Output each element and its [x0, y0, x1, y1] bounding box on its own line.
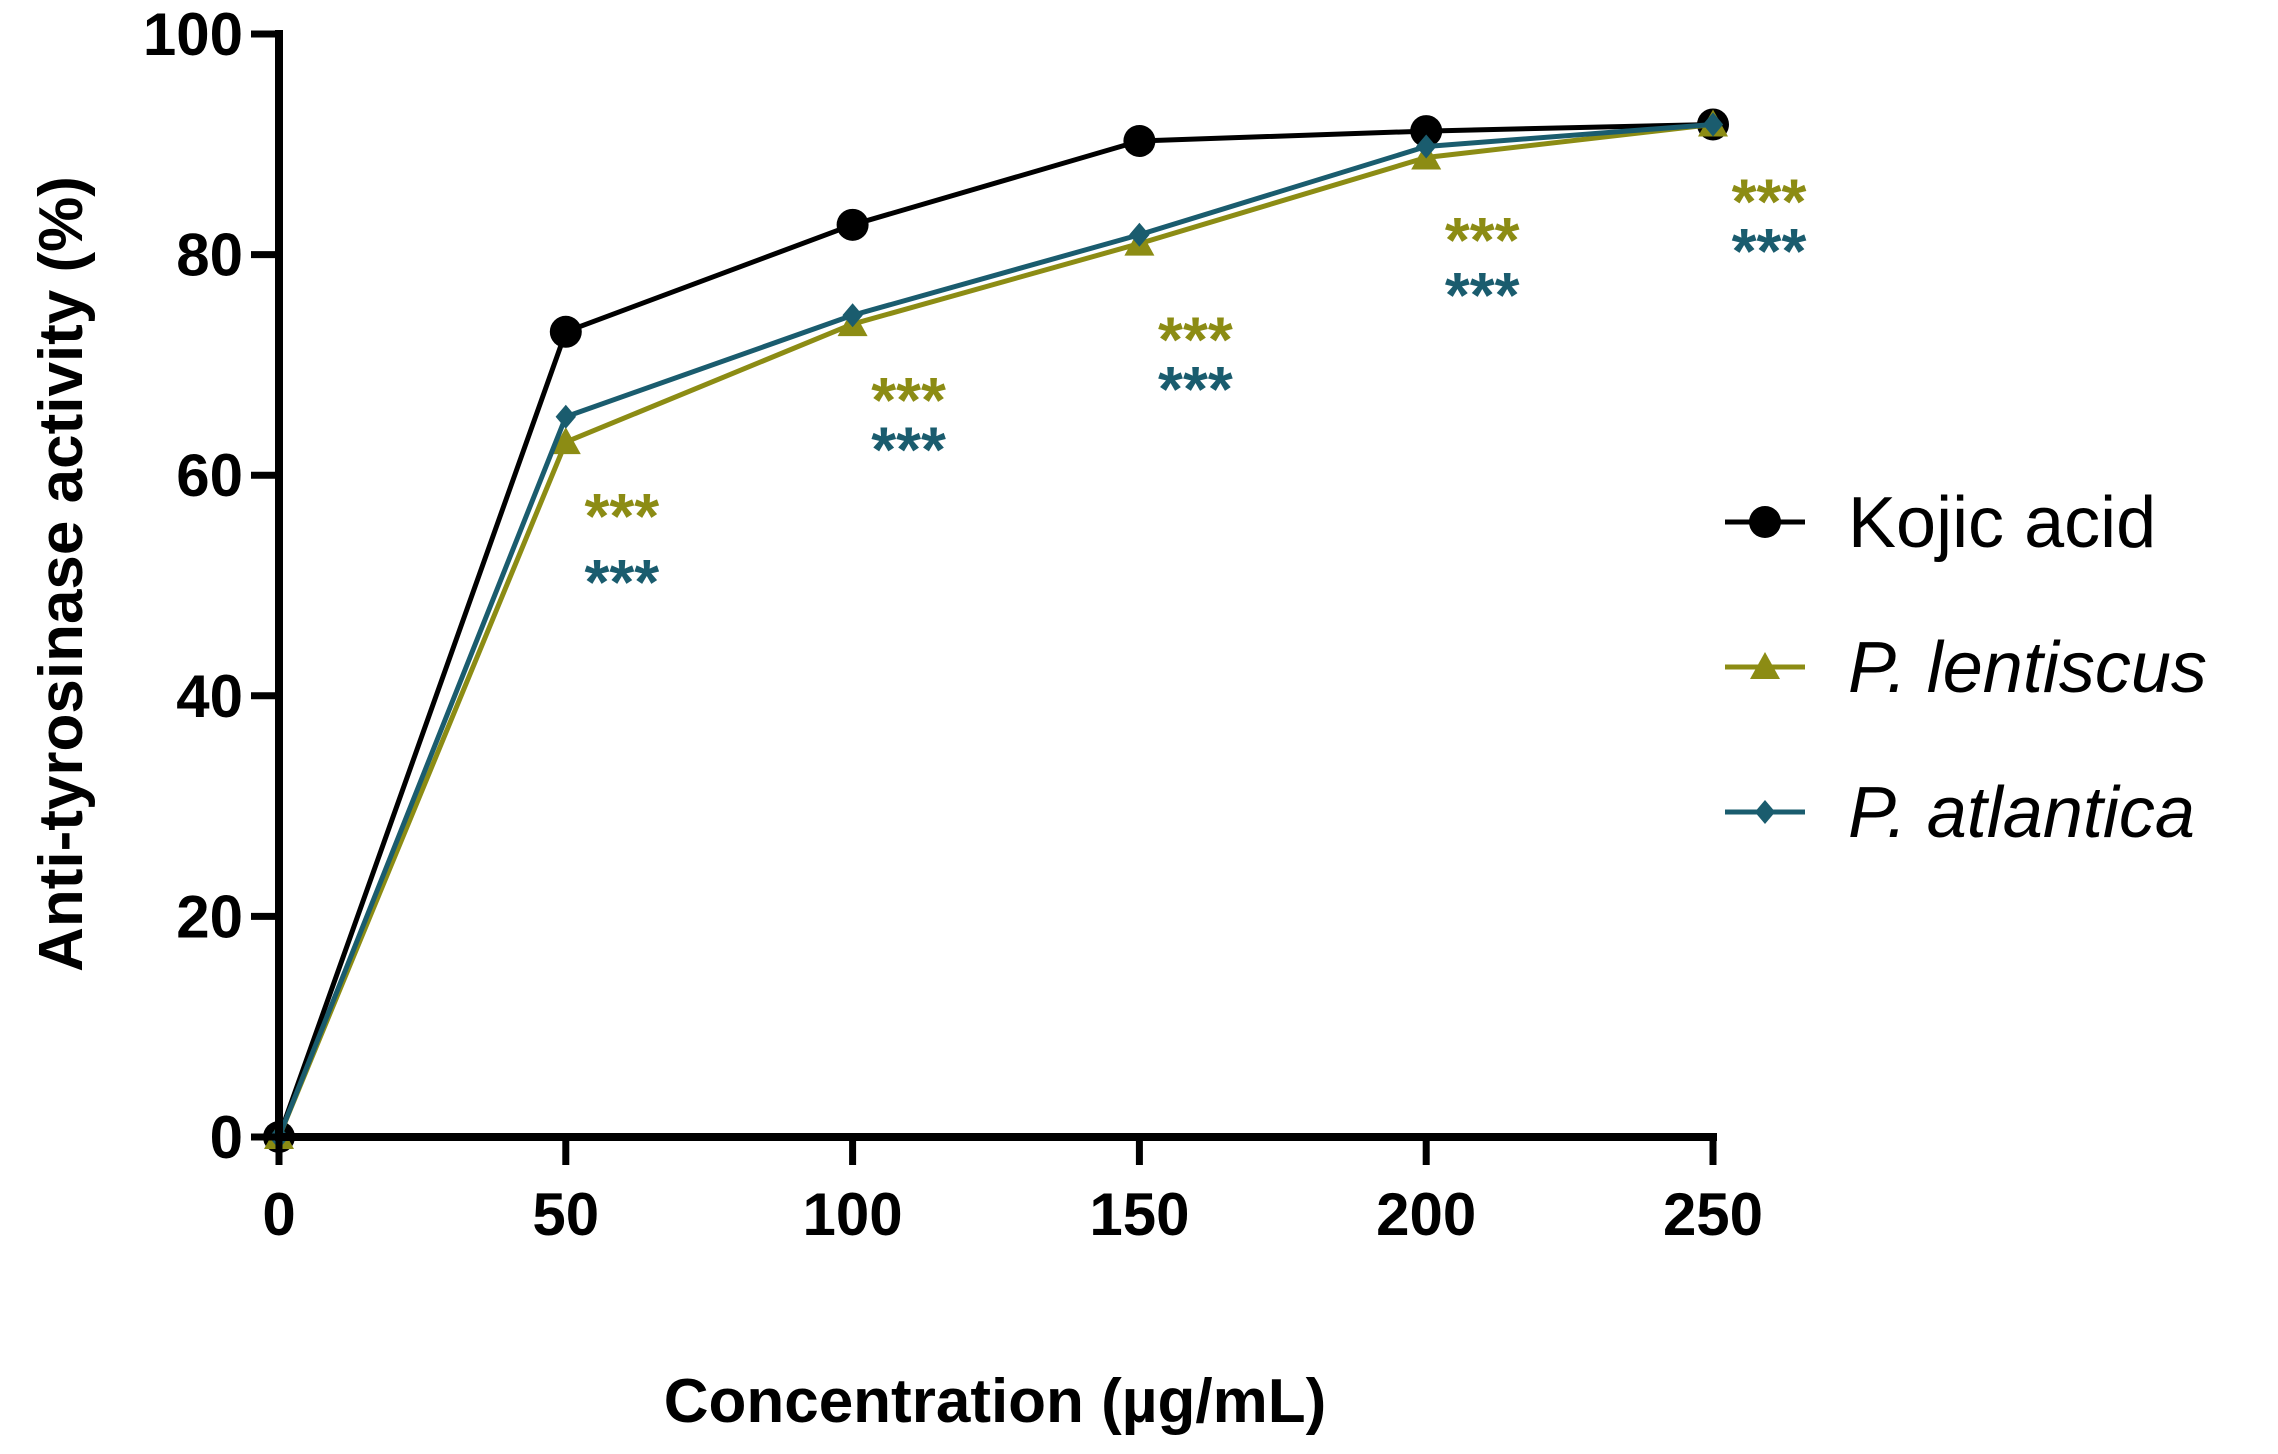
- significance-marker: ***: [1732, 165, 1807, 237]
- significance-marker: ***: [1732, 215, 1807, 287]
- legend-marker-diamond: [1754, 800, 1776, 824]
- x-tick-label: 0: [262, 1181, 295, 1248]
- data-point-kojic-acid: [1410, 115, 1443, 148]
- data-point-p-atlantica: [1129, 222, 1150, 247]
- data-point-p-atlantica: [1416, 134, 1437, 159]
- significance-annotations: ******************************: [584, 165, 1806, 618]
- y-tick-label: 60: [176, 442, 243, 509]
- series-p-atlantica: [268, 112, 1724, 1149]
- axes: 0 20 40 60 80 100 0 50 100 150 200 250: [143, 1, 1763, 1248]
- legend-marker-circle: [1749, 506, 1781, 538]
- y-tick-label: 100: [143, 1, 243, 68]
- y-tick-label: 0: [210, 1104, 243, 1171]
- x-tick-label: 150: [1089, 1181, 1189, 1248]
- series-p-lentiscus: [264, 109, 1728, 1149]
- plot-area: [263, 108, 1729, 1153]
- data-point-p-atlantica: [555, 404, 576, 429]
- legend-label: P. lentiscus: [1848, 628, 2207, 708]
- legend: Kojic acid P. lentiscus P. atlantica: [1725, 483, 2207, 853]
- y-tick-label: 20: [176, 883, 243, 950]
- legend-label: Kojic acid: [1848, 483, 2156, 563]
- significance-marker: ***: [871, 364, 946, 436]
- significance-marker: ***: [584, 546, 659, 618]
- x-tick-label: 100: [803, 1181, 903, 1248]
- significance-marker: ***: [871, 414, 946, 486]
- data-point-p-atlantica: [1702, 112, 1724, 137]
- legend-item-p-atlantica: P. atlantica: [1725, 773, 2195, 853]
- significance-marker: ***: [1445, 204, 1520, 276]
- y-axis-title: Anti-tyrosinase activity (%): [27, 176, 96, 972]
- data-point-kojic-acid: [1123, 124, 1156, 157]
- y-tick-label: 40: [176, 663, 243, 730]
- data-point-p-lentiscus: [550, 427, 581, 455]
- x-tick-label: 200: [1376, 1181, 1476, 1248]
- legend-marker-triangle: [1750, 652, 1780, 679]
- data-point-kojic-acid: [836, 208, 869, 241]
- legend-label: P. atlantica: [1848, 773, 2195, 853]
- significance-marker: ***: [1445, 259, 1520, 331]
- significance-marker: ***: [1158, 303, 1233, 375]
- data-point-p-atlantica: [842, 303, 863, 328]
- legend-item-p-lentiscus: P. lentiscus: [1725, 628, 2207, 708]
- series-line-p-lentiscus: [276, 121, 1714, 1138]
- x-tick-label: 50: [532, 1181, 599, 1248]
- x-tick-label: 250: [1663, 1181, 1763, 1248]
- significance-marker: ***: [1158, 353, 1233, 425]
- legend-item-kojic-acid: Kojic acid: [1725, 483, 2156, 563]
- series-line-p-atlantica: [276, 121, 1714, 1138]
- series-line-kojic-acid: [276, 121, 1714, 1138]
- x-axis-title: Concentration (µg/mL): [664, 1367, 1327, 1436]
- significance-marker: ***: [584, 480, 659, 552]
- y-tick-label: 80: [176, 222, 243, 289]
- data-point-kojic-acid: [549, 315, 582, 348]
